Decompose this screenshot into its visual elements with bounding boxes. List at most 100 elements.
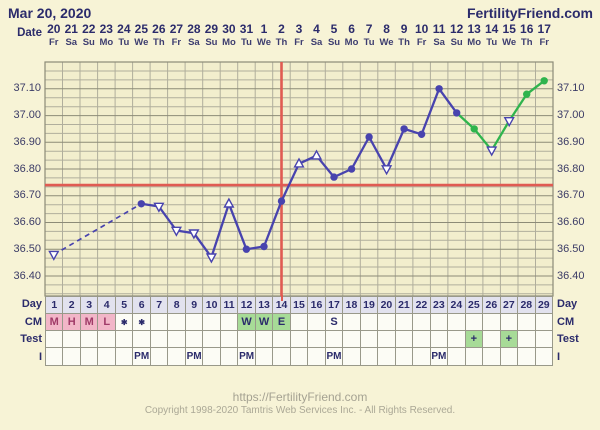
i-cell [273, 348, 291, 365]
date-cell: 9 [400, 22, 408, 36]
i-cell [115, 348, 134, 365]
cm-row-label-right: CM [557, 316, 575, 328]
cm-cell [203, 314, 221, 330]
date-cell: 13 [467, 22, 481, 36]
date-cell: 4 [313, 22, 320, 36]
i-cell [255, 348, 274, 365]
cm-cell [448, 314, 466, 330]
temp-point-day-10 [205, 253, 217, 264]
i-cell [220, 348, 239, 365]
date-cell: 15 [502, 22, 516, 36]
i-cell: PM [185, 348, 204, 365]
weekday-cell: Fr [416, 37, 427, 48]
test-cell [133, 331, 151, 347]
date-cell: 20 [47, 22, 61, 36]
day-row-label-right: Day [557, 298, 578, 310]
test-cell [46, 331, 64, 347]
day-cell: 9 [185, 297, 204, 313]
i-cell: PM [238, 348, 256, 365]
cm-cell [290, 314, 309, 330]
i-cell [465, 348, 484, 365]
day-cell: 15 [290, 297, 309, 313]
i-row: PM PM PM PM PM [45, 347, 553, 366]
temp-point-day-7 [153, 202, 165, 213]
date-cell: 1 [260, 22, 268, 36]
cm-cell [378, 314, 396, 330]
date-cell: 16 [520, 22, 534, 36]
footer-copyright: Copyright 1998-2020 Tamtris Web Services… [144, 405, 456, 416]
test-cell [150, 331, 169, 347]
date-cell: 31 [239, 22, 254, 36]
brand-link[interactable]: FertilityFriend.com [466, 5, 593, 21]
date-cell: 27 [169, 22, 184, 36]
temp-point-day-15 [293, 157, 305, 168]
test-cell [343, 331, 361, 347]
test-cell [518, 331, 536, 347]
cm-cell [413, 314, 431, 330]
y-tick-left: 36.50 [13, 242, 41, 255]
weekday-cell: Su [82, 37, 95, 48]
weekday-cell: Su [450, 37, 463, 48]
i-cell [395, 348, 414, 365]
i-cell [500, 348, 519, 365]
y-tick-right: 37.10 [557, 82, 585, 95]
cm-cell [483, 314, 501, 330]
date-cell: 23 [99, 22, 113, 36]
i-cell [98, 348, 116, 365]
footer-link[interactable]: https://FertilityFriend.com [232, 390, 368, 404]
cm-cell [395, 314, 414, 330]
i-cell [518, 348, 536, 365]
date-cell: 24 [117, 22, 131, 36]
test-cell [115, 331, 134, 347]
y-tick-right: 36.80 [557, 162, 585, 175]
test-cell [80, 331, 99, 347]
test-cell [448, 331, 466, 347]
i-cell [448, 348, 466, 365]
temp-point-day-21 [400, 125, 408, 133]
i-cell [80, 348, 99, 365]
i-cell: PM [430, 348, 449, 365]
day-cell: 21 [395, 297, 414, 313]
cm-cell: ✱ [115, 314, 134, 330]
i-cell [63, 348, 81, 365]
weekday-cell: Sa [433, 37, 445, 48]
day-cell: 20 [378, 297, 396, 313]
y-tick-left: 37.10 [13, 82, 41, 95]
test-cell [255, 331, 274, 347]
test-cell [185, 331, 204, 347]
day-cell: 14 [273, 297, 291, 313]
i-cell [46, 348, 64, 365]
y-tick-left: 37.00 [13, 109, 41, 122]
cm-cell [220, 314, 239, 330]
day-cell: 11 [220, 297, 239, 313]
weekday-cell: We [134, 37, 149, 48]
day-cell: 22 [413, 297, 431, 313]
y-tick-right: 36.40 [557, 269, 585, 282]
weekday-cell: Sa [188, 37, 200, 48]
weekday-cell: Th [520, 37, 533, 48]
cm-cell [430, 314, 449, 330]
y-tick-left: 36.80 [13, 162, 41, 175]
date-cell: 14 [485, 22, 499, 36]
weekday-cell: Tu [486, 37, 498, 48]
test-cell [238, 331, 256, 347]
cm-cell [518, 314, 536, 330]
test-cell [98, 331, 116, 347]
day-cell: 26 [483, 297, 501, 313]
cm-cell [308, 314, 326, 330]
y-tick-right: 36.70 [557, 189, 585, 202]
i-cell [413, 348, 431, 365]
test-cell [168, 331, 186, 347]
i-cell [535, 348, 553, 365]
weekday-cell: Fr [294, 37, 304, 48]
weekday-cell: Fr [49, 37, 59, 48]
cm-cell [168, 314, 186, 330]
cm-cell [465, 314, 484, 330]
cm-cell [150, 314, 169, 330]
day-cell: 7 [150, 297, 169, 313]
cm-cell [535, 314, 553, 330]
cm-cell: W [238, 314, 256, 330]
test-cell [395, 331, 414, 347]
i-cell [150, 348, 169, 365]
